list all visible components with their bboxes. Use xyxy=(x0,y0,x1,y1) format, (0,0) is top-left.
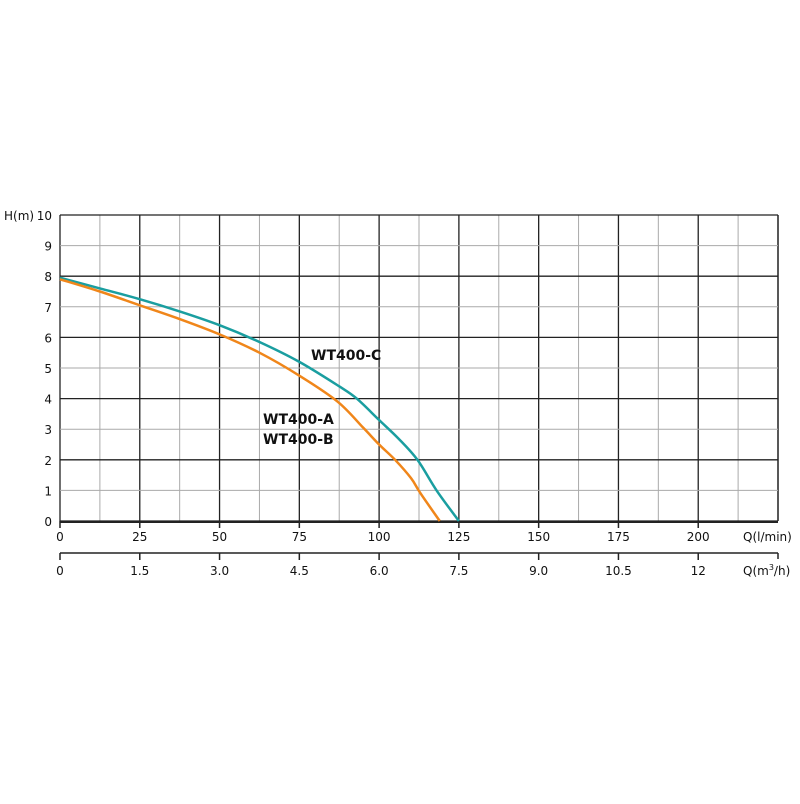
series-line-wt400-a-b xyxy=(59,278,441,522)
y-tick-label: 0 xyxy=(44,515,52,529)
curves xyxy=(59,276,460,522)
x2-tick-label: 12 xyxy=(691,564,706,578)
y-tick-label: 6 xyxy=(44,331,52,345)
x-tick-label: 150 xyxy=(527,530,550,544)
x-tick-label: 0 xyxy=(56,530,64,544)
annotation-wt400-a: WT400-A xyxy=(263,412,334,428)
x-tick-label: 25 xyxy=(132,530,147,544)
x2-axis-label: Q(m3/h) xyxy=(743,563,790,578)
y-tick-label: 3 xyxy=(44,423,52,437)
x2-tick-label: 7.5 xyxy=(449,564,468,578)
x2-tick-label: 3.0 xyxy=(210,564,229,578)
x2-tick-label: 0 xyxy=(56,564,64,578)
y-tick-label: 4 xyxy=(44,393,52,407)
y-axis-label: H(m) xyxy=(4,209,34,223)
x2-tick-label: 10.5 xyxy=(605,564,632,578)
series-line-wt400-c xyxy=(59,276,460,522)
x2-tick-label: 1.5 xyxy=(130,564,149,578)
x-tick-label: 200 xyxy=(687,530,710,544)
annotation-wt400-b: WT400-B xyxy=(263,432,334,448)
x-tick-label: 175 xyxy=(607,530,630,544)
tick-labels: 01234567891000251.5503.0754.51006.01257.… xyxy=(37,209,710,578)
y-tick-label: 9 xyxy=(44,240,52,254)
x2-tick-label: 9.0 xyxy=(529,564,548,578)
y-tick-label: 5 xyxy=(44,362,52,376)
y-tick-label: 8 xyxy=(44,270,52,284)
y-tick-label: 10 xyxy=(37,209,52,223)
y-tick-label: 1 xyxy=(44,484,52,498)
x-tick-label: 125 xyxy=(447,530,470,544)
grid xyxy=(59,214,779,560)
x2-tick-label: 6.0 xyxy=(370,564,389,578)
y-tick-label: 2 xyxy=(44,454,52,468)
x-tick-label: 75 xyxy=(292,530,307,544)
annotation-wt400-c: WT400-C xyxy=(311,348,381,364)
x-tick-label: 100 xyxy=(368,530,391,544)
y-tick-label: 7 xyxy=(44,301,52,315)
x-tick-label: 50 xyxy=(212,530,227,544)
x-axis-label: Q(l/min) xyxy=(743,530,792,544)
x2-tick-label: 4.5 xyxy=(290,564,309,578)
